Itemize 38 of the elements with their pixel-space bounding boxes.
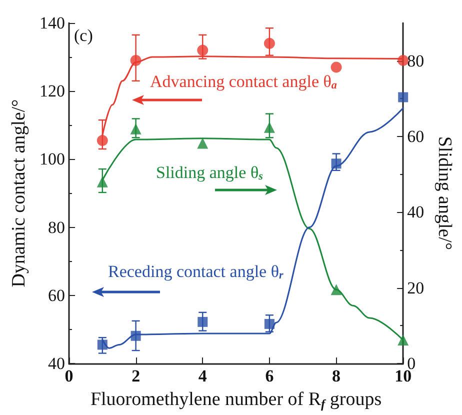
point <box>264 122 275 133</box>
y-tick-label: 60 <box>48 286 65 305</box>
point <box>130 330 141 341</box>
point <box>331 158 342 169</box>
point <box>96 176 108 188</box>
y2-tick-label: 40 <box>407 202 424 222</box>
text: Receding contact angle θr <box>108 262 284 282</box>
series-label: Sliding angle θs <box>156 163 263 182</box>
x-tick-label: 4 <box>198 366 208 386</box>
y-tick-label: 100 <box>40 150 65 169</box>
point <box>330 62 342 73</box>
y-axis-title: Dynamic contact angle/° <box>8 99 30 288</box>
y2-tick-label: 20 <box>407 278 424 298</box>
point <box>264 318 274 329</box>
point <box>264 38 275 49</box>
x-tick-label: 2 <box>132 366 140 386</box>
point <box>97 340 108 350</box>
y-tick-label: 120 <box>40 82 65 101</box>
point <box>96 134 108 146</box>
point <box>330 284 342 296</box>
y2-tick-label: 60 <box>407 126 424 146</box>
y2-axis-title: Sliding angle/° <box>434 136 455 250</box>
y-tick-label: 80 <box>48 218 65 237</box>
point <box>130 54 142 66</box>
x-tick-label: 0 <box>64 366 74 386</box>
x-tick-label: 6 <box>265 366 274 386</box>
series-label: Advancing contact angle θa <box>150 72 338 92</box>
point <box>197 138 208 149</box>
point <box>398 334 409 346</box>
point <box>130 123 142 134</box>
y-tick-label: 140 <box>40 14 65 32</box>
y2-tick-label: 80 <box>407 51 424 70</box>
point <box>198 316 208 327</box>
point <box>398 92 408 102</box>
point <box>197 44 208 56</box>
annotation: (c) <box>74 26 93 45</box>
x-tick-label: 8 <box>332 366 341 386</box>
y-tick-label: 40 <box>48 354 65 373</box>
